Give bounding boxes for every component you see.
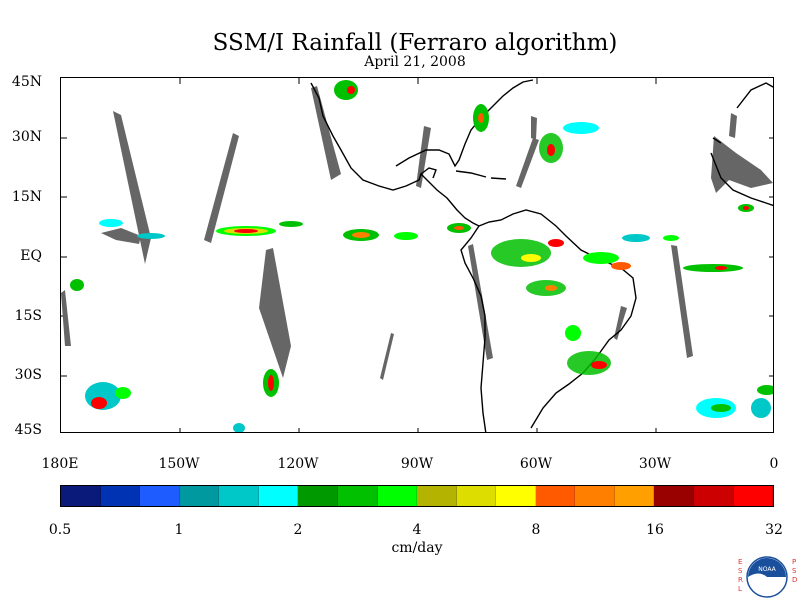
colorbar-segment <box>694 486 734 506</box>
lat-label-15n: 15N <box>11 189 42 205</box>
lon-label-0: 0 <box>769 456 779 472</box>
esrl-letters: E S R L <box>738 558 743 593</box>
map-title: SSM/I Rainfall (Ferraro algorithm) <box>212 30 618 56</box>
colorbar-tick-1: 1 <box>174 522 184 538</box>
lat-label-eq: EQ <box>20 248 42 264</box>
noaa-logo-text: NOAA <box>758 566 776 573</box>
colorbar-segment <box>100 486 141 506</box>
lat-label-30n: 30N <box>11 129 42 145</box>
noaa-emblem-icon: NOAA <box>746 556 788 598</box>
lat-label-45n: 45N <box>11 74 42 90</box>
coastlines <box>310 79 773 432</box>
psd-letters: P S D <box>792 558 798 584</box>
map-date: April 21, 2008 <box>364 54 466 70</box>
colorbar-segment <box>733 486 774 506</box>
colorbar-segment <box>496 486 536 506</box>
colorbar-tick-32: 32 <box>765 522 783 538</box>
noaa-logo: E S R L NOAA P S D <box>736 556 798 600</box>
lat-label-15s: 15S <box>14 308 42 324</box>
colorbar-segment <box>179 486 220 506</box>
colorbar-segment <box>219 486 259 506</box>
colorbar-segment <box>456 486 497 506</box>
map-panel <box>60 77 774 433</box>
lon-label-90w: 90W <box>400 456 434 472</box>
rainfall-cells <box>70 80 773 432</box>
map-tick-marks <box>61 78 773 432</box>
colorbar-segment <box>258 486 299 506</box>
lon-label-30w: 30W <box>638 456 672 472</box>
colorbar <box>60 485 774 507</box>
colorbar-tick-8: 8 <box>531 522 541 538</box>
lon-label-60w: 60W <box>519 456 553 472</box>
lon-label-150w: 150W <box>158 456 200 472</box>
colorbar-segment <box>535 486 576 506</box>
colorbar-tick-2: 2 <box>293 522 303 538</box>
colorbar-tick-16: 16 <box>646 522 664 538</box>
lat-label-45s: 45S <box>14 422 42 438</box>
colorbar-units: cm/day <box>391 540 443 556</box>
colorbar-segment <box>614 486 655 506</box>
colorbar-segment <box>140 486 180 506</box>
lon-label-120w: 120W <box>277 456 319 472</box>
lat-label-30s: 30S <box>14 367 42 383</box>
colorbar-segment <box>298 486 338 506</box>
colorbar-segment <box>575 486 615 506</box>
no-data-swaths <box>61 86 773 380</box>
colorbar-segment <box>61 486 101 506</box>
colorbar-segment <box>654 486 694 506</box>
colorbar-segment <box>377 486 418 506</box>
lon-label-180e: 180E <box>41 456 79 472</box>
colorbar-segment <box>337 486 378 506</box>
rainfall-map <box>61 78 773 432</box>
colorbar-tick-0-5: 0.5 <box>48 522 72 538</box>
colorbar-tick-4: 4 <box>412 522 422 538</box>
colorbar-segment <box>417 486 457 506</box>
